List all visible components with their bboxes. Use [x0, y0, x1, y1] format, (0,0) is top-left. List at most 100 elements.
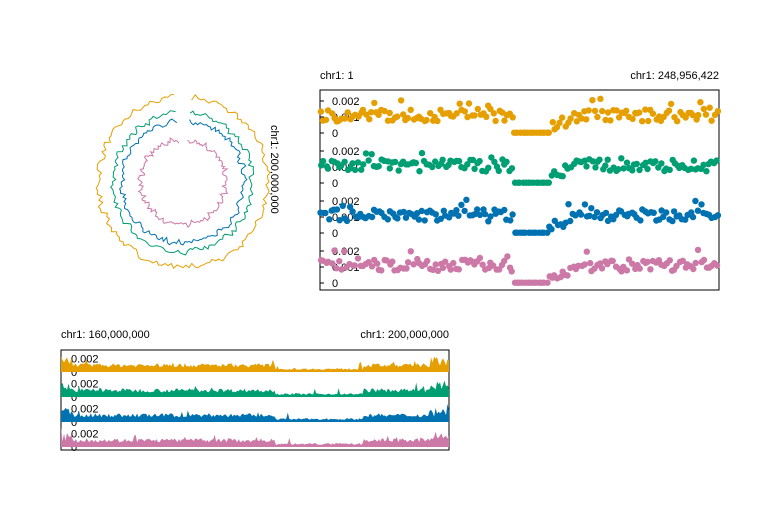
scatter-point	[633, 160, 640, 168]
scatter-point	[394, 113, 401, 120]
scatter-point	[360, 161, 367, 168]
scatter-point	[464, 113, 471, 121]
scatter-point	[358, 166, 365, 173]
scatter-track-2: 00.0010.002	[318, 140, 720, 190]
area-y-tick-label: 0	[71, 392, 77, 404]
scatter-point	[471, 165, 478, 172]
scatter-point	[442, 258, 449, 265]
scatter-point	[368, 151, 375, 158]
circular-track-4	[137, 137, 229, 228]
scatter-point	[604, 109, 612, 116]
scatter-point	[629, 167, 636, 174]
scatter-point	[351, 166, 359, 174]
scatter-point	[682, 216, 689, 223]
scatter-point	[329, 260, 336, 267]
scatter-point	[384, 216, 391, 223]
scatter-point	[383, 257, 390, 264]
scatter-point	[394, 215, 401, 222]
area-series-4	[61, 427, 449, 447]
scatter-point	[479, 261, 486, 268]
scatter-point	[359, 106, 367, 114]
scatter-point	[455, 266, 462, 273]
scatter-point	[674, 118, 681, 125]
scatter-point	[667, 100, 675, 108]
scatter-point	[317, 108, 325, 115]
scatter-point	[647, 266, 654, 273]
scatter-point	[583, 116, 590, 123]
scatter-point	[476, 211, 484, 219]
scatter-point	[714, 212, 722, 219]
scatter-point	[637, 217, 644, 224]
area-track-4: 00.002	[60, 427, 449, 454]
scatter-point	[386, 109, 393, 117]
scatter-point	[642, 159, 649, 166]
scatter-point	[455, 212, 462, 219]
scatter-point	[692, 197, 699, 205]
area-track-1: 00.002	[60, 352, 449, 379]
scatter-point	[495, 167, 502, 174]
scatter-point	[333, 206, 341, 213]
scatter-point	[501, 117, 508, 124]
scatter-point	[491, 158, 498, 166]
scatter-point	[374, 260, 381, 267]
scatter-point	[336, 258, 343, 265]
scatter-point	[559, 173, 566, 180]
scatter-point	[471, 112, 478, 119]
scatter-point	[544, 229, 551, 236]
circular-position-label: chr1: 200,000,000	[268, 125, 280, 214]
scatter-point	[504, 253, 511, 260]
scatter-point	[458, 201, 465, 208]
scatter-point	[658, 160, 665, 167]
circular-track-1	[95, 93, 271, 270]
scatter-track-4: 00.0010.002	[317, 240, 721, 290]
scatter-point	[702, 111, 710, 118]
scatter-point	[588, 205, 595, 212]
scatter-point	[453, 207, 460, 214]
scatter-point	[713, 157, 720, 164]
scatter-point	[652, 158, 659, 165]
scatter-y-tick-label: 0	[332, 178, 338, 190]
scatter-point	[583, 248, 590, 255]
scatter-point	[682, 114, 689, 121]
scatter-y-tick-label: 0	[332, 278, 338, 290]
scatter-point	[695, 111, 702, 119]
scatter-point	[331, 247, 338, 254]
scatter-point	[410, 261, 417, 268]
scatter-point	[589, 158, 597, 165]
scatter-point	[319, 157, 327, 165]
scatter-point	[423, 116, 430, 124]
scatter-y-tick-label: 0	[332, 128, 338, 140]
zoom-area-panel: chr1: 160,000,000 chr1: 200,000,000 00.0…	[60, 329, 450, 454]
scatter-point	[629, 115, 636, 123]
scatter-point	[455, 157, 463, 165]
scatter-point	[402, 214, 410, 221]
scatter-point	[602, 209, 610, 217]
scatter-point	[583, 163, 590, 170]
scatter-point	[669, 217, 676, 225]
area-y-tick-label: 0.002	[71, 429, 99, 441]
scatter-point	[341, 158, 348, 165]
scatter-point	[365, 157, 372, 164]
circular-panel: chr1: 200,000,000	[95, 93, 280, 270]
scatter-point	[558, 114, 566, 121]
scatter-point	[412, 159, 420, 167]
scatter-point	[362, 150, 370, 157]
area-y-tick-label: 0.002	[71, 354, 99, 366]
scatter-point	[476, 254, 484, 262]
scatter-track-1: 00.0010.002	[317, 90, 722, 140]
scatter-point	[592, 164, 599, 171]
scatter-point	[507, 217, 514, 224]
scatter-point	[698, 201, 705, 208]
scatter-point	[432, 261, 439, 268]
scatter-point	[690, 265, 697, 273]
scatter-point	[363, 111, 370, 118]
scatter-point	[650, 209, 657, 216]
scatter-point	[694, 246, 702, 254]
scatter-point	[697, 99, 704, 106]
scatter-point	[487, 213, 494, 220]
scatter-point	[378, 267, 385, 274]
scatter-point	[673, 262, 680, 270]
scatter-point	[424, 257, 431, 265]
circular-track-3	[119, 118, 248, 246]
scatter-point	[708, 117, 715, 124]
